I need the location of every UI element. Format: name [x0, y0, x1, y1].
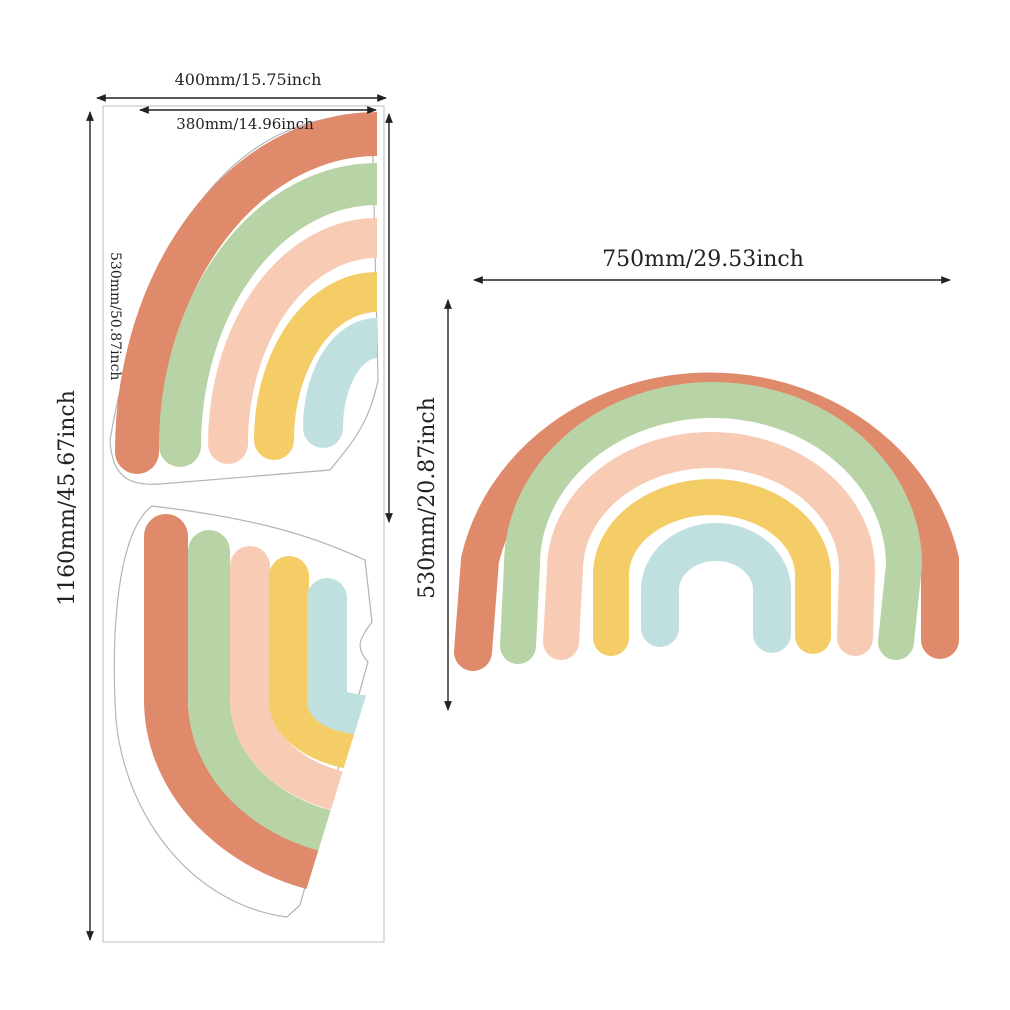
sheet-width-label: 400mm/15.75inch	[175, 70, 322, 89]
band-yellow-top	[254, 272, 377, 460]
dimension-lines	[86, 94, 951, 941]
cut-line-top	[109, 115, 379, 485]
band-peach-top	[208, 218, 377, 464]
sheet-height-label: 1160mm/45.67inch	[55, 390, 80, 606]
band-yellow	[593, 479, 831, 656]
band-peach	[543, 432, 876, 660]
band-green	[500, 382, 923, 664]
band-blue-bottom	[307, 578, 377, 736]
band-blue-top	[303, 318, 377, 448]
assembled-height-label: 530mm/20.87inch	[415, 397, 440, 599]
band-green-top	[159, 163, 377, 467]
rainbow-piece-top	[109, 112, 379, 485]
sticker-width-label: 380mm/14.96inch	[176, 115, 314, 133]
assembled-rainbow	[454, 372, 959, 671]
band-blue	[641, 523, 791, 653]
sticker-height-label: 530mm/50.87inch	[107, 252, 123, 380]
cut-line-bottom	[113, 505, 373, 918]
sticker-sheet	[102, 105, 385, 943]
band-red-top	[115, 112, 377, 474]
assembled-width-label: 750mm/29.53inch	[602, 247, 804, 272]
